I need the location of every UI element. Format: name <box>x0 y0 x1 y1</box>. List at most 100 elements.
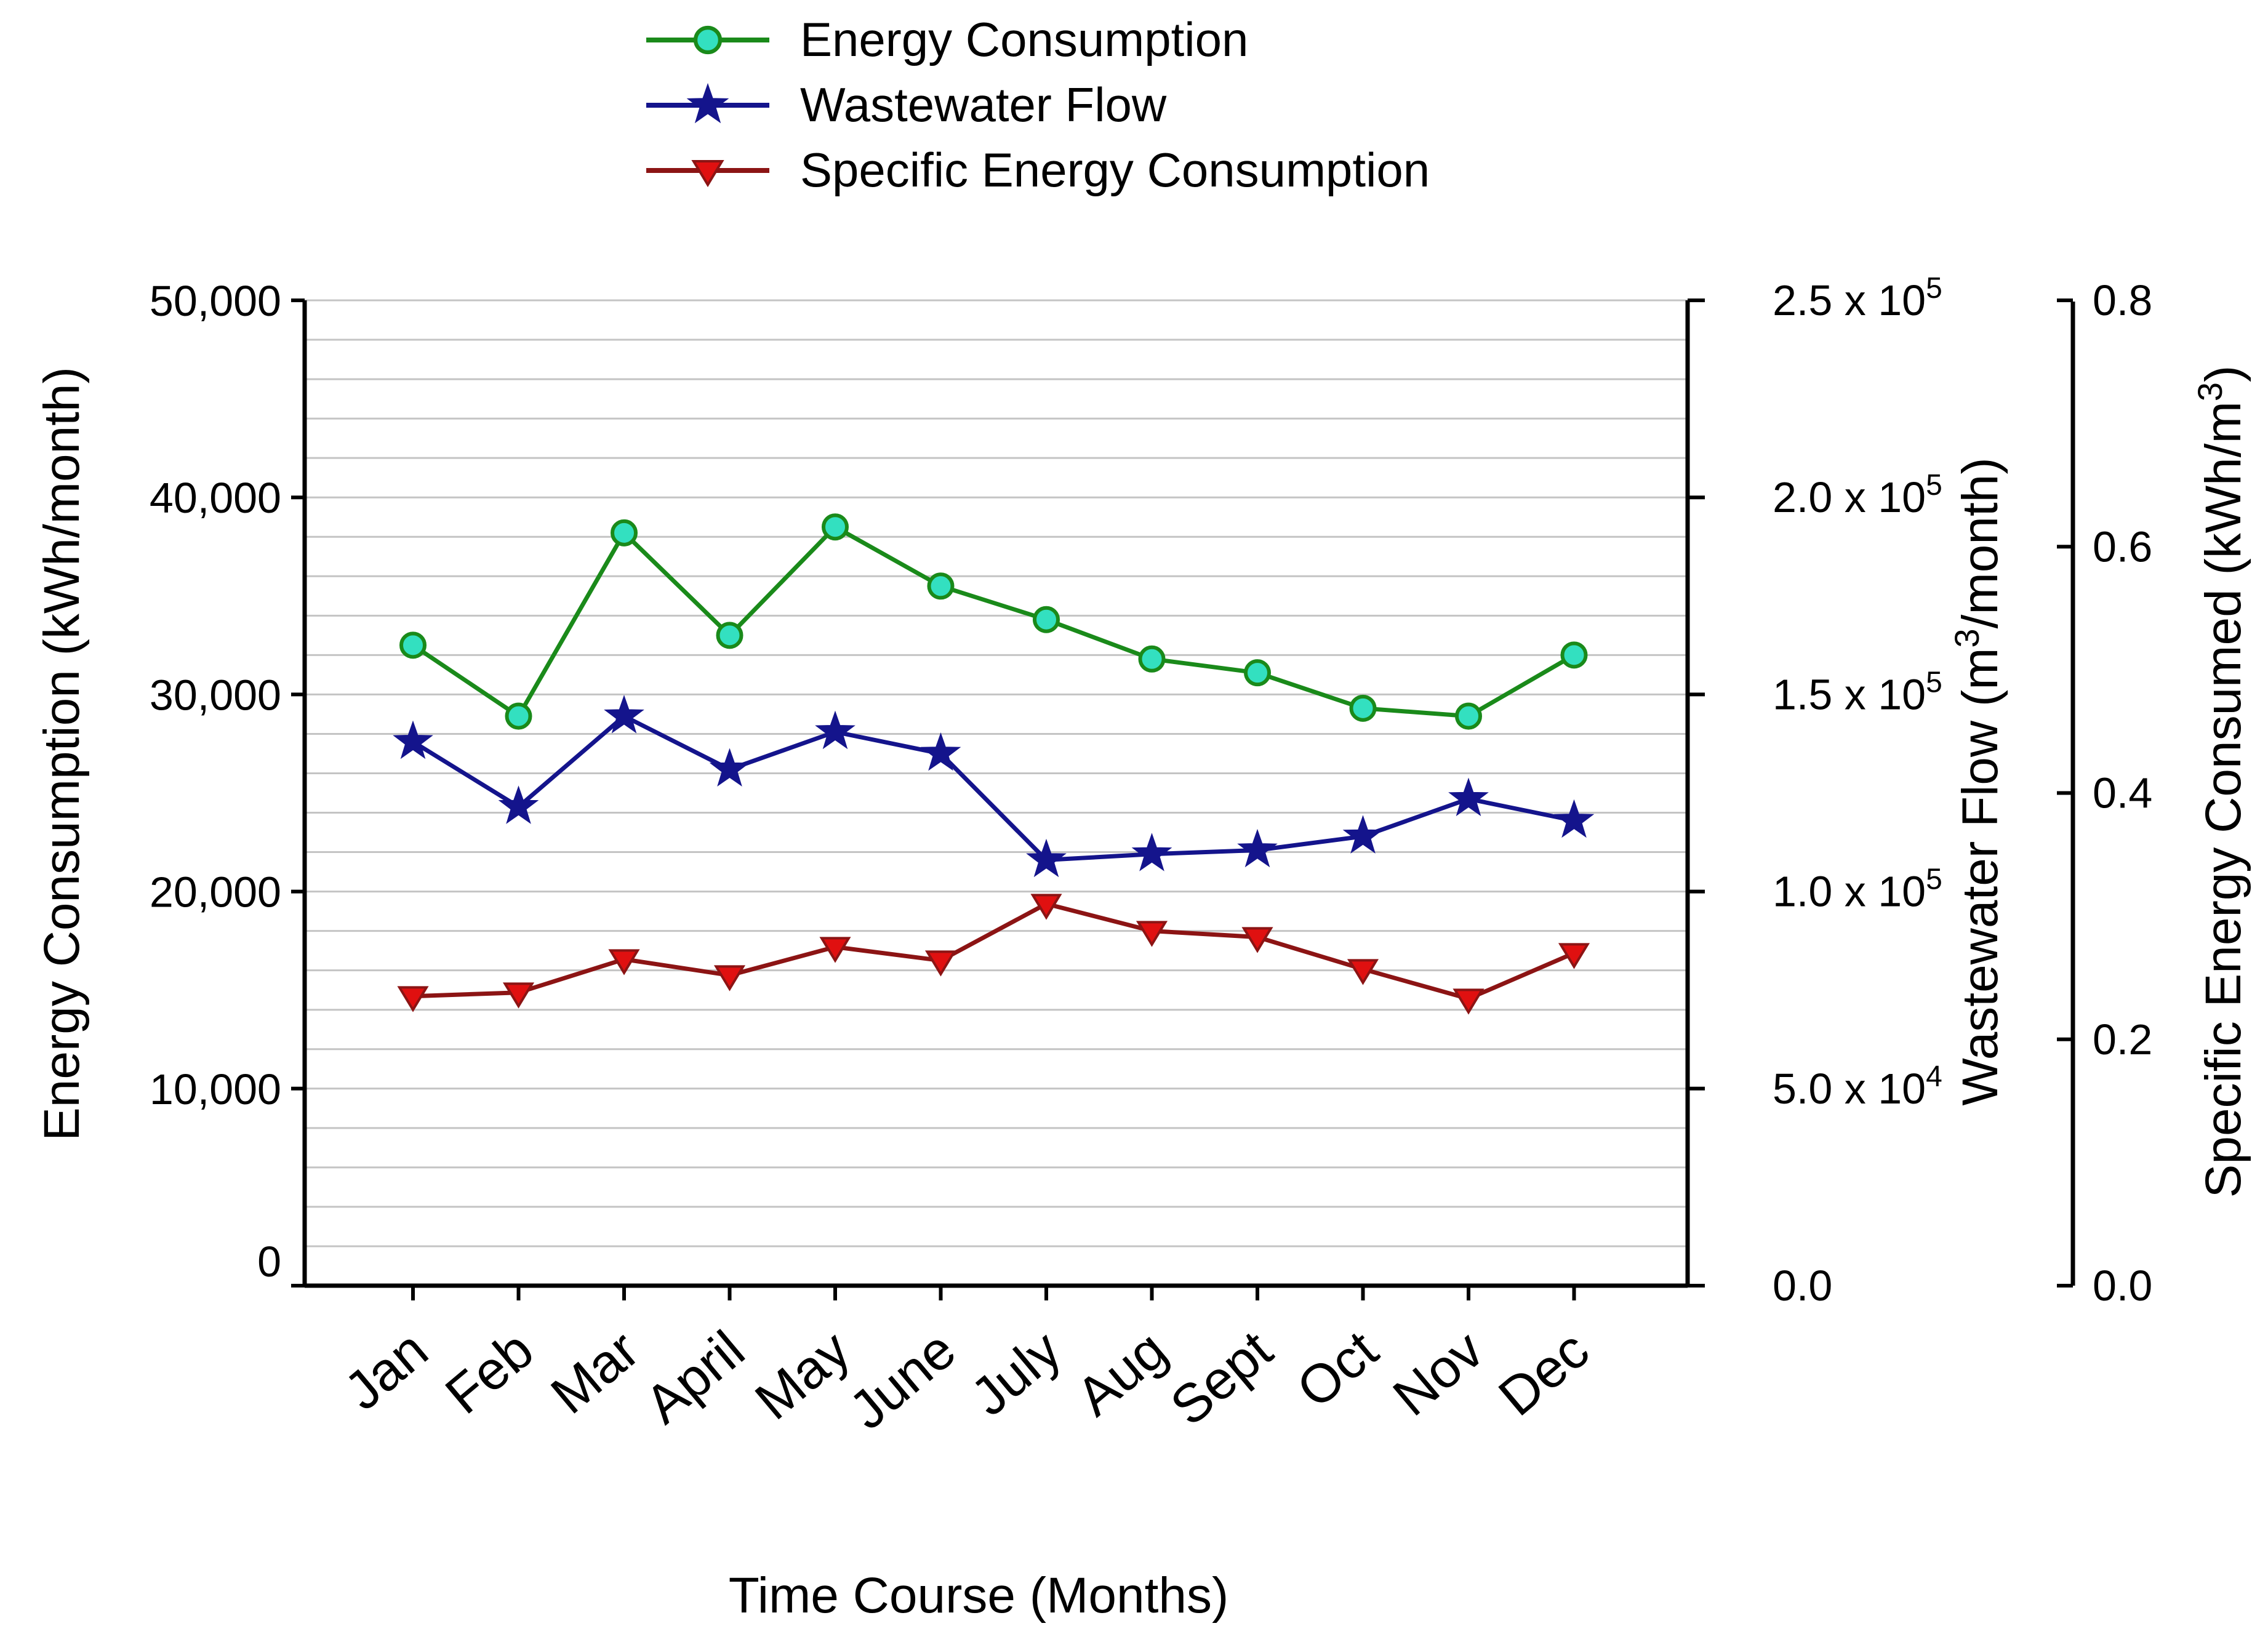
data-point <box>815 710 856 750</box>
tick-exponent: 5 <box>1926 469 1942 502</box>
series-lines <box>393 513 1595 1015</box>
data-point <box>1349 694 1377 722</box>
right-axis-tick-label: 2.0 x 105 <box>1773 469 1942 521</box>
data-point <box>713 965 746 991</box>
series-line <box>412 714 1575 862</box>
left-axis-tick-label: 50,000 <box>150 277 281 325</box>
data-point <box>1347 959 1379 985</box>
left-y-axis-title: Energy Consumption (kWh/month) <box>34 367 90 1141</box>
left-axis-tick-label: 20,000 <box>150 868 281 916</box>
data-point <box>393 720 433 759</box>
tick-mantissa: 0.0 <box>1773 1262 1832 1310</box>
far-right-axis-title-superscript: 3 <box>2190 382 2229 401</box>
far-right-axis-tick-label: 0.4 <box>2093 769 2152 817</box>
data-point <box>1455 702 1482 730</box>
x-axis-tick-label: June <box>838 1319 967 1441</box>
tick-mantissa: 1.0 x 10 <box>1773 868 1926 916</box>
far-right-axis-tick-label: 0.8 <box>2093 276 2152 324</box>
right-axis-title-main: Wastewater Flow (m <box>1952 647 2008 1105</box>
series-specific-energy-consumption <box>397 894 1590 1015</box>
tick-mantissa: 2.5 x 10 <box>1773 276 1926 324</box>
data-point <box>608 949 640 975</box>
x-axis-tick-label: Jan <box>333 1319 439 1422</box>
data-point <box>819 937 851 963</box>
right-axis-title-superscript: 3 <box>1947 628 1986 647</box>
left-axis-tick-label: 30,000 <box>150 671 281 719</box>
series-line <box>412 902 1575 1001</box>
right-axis-tick-label: 1.5 x 105 <box>1773 666 1942 718</box>
data-point <box>505 702 532 730</box>
x-axis-tick-label: Nov <box>1382 1319 1495 1427</box>
x-axis-tick-label: Sept <box>1159 1319 1283 1437</box>
x-axis-tick-label: Dec <box>1487 1319 1600 1427</box>
left-axis-tick-label: 40,000 <box>150 474 281 522</box>
legend-marker <box>691 159 724 188</box>
right-axis-tick-label: 0.0 <box>1773 1262 1832 1310</box>
right-axis-tick-label: 1.0 x 105 <box>1773 863 1942 916</box>
far-right-y-axis-title: Specific Energy Consumed (kWh/m3) <box>2190 366 2251 1198</box>
x-axis-tick-label: May <box>743 1319 861 1432</box>
right-axis-tick-label: 2.5 x 105 <box>1773 272 1942 324</box>
legend-marker <box>686 82 729 124</box>
far-right-axis-tick-label: 0.6 <box>2093 523 2152 571</box>
tick-mantissa: 2.0 x 10 <box>1773 473 1926 521</box>
left-axis-tick-label: 10,000 <box>150 1065 281 1113</box>
data-point <box>1026 838 1067 878</box>
series-energy-consumption <box>399 513 1588 730</box>
far-right-axis-title-end: ) <box>2195 366 2251 382</box>
legend: Energy Consumption Wastewater Flow Specifi… <box>646 12 1430 197</box>
data-point <box>1560 641 1588 669</box>
series-line <box>412 524 1576 719</box>
x-axis-tick-label: Mar <box>539 1319 650 1425</box>
data-point <box>1558 943 1590 969</box>
far-right-axis-tick-label: 0.2 <box>2093 1015 2152 1063</box>
far-right-axis-tick-label: 0.0 <box>2093 1262 2152 1310</box>
data-point <box>604 695 644 734</box>
x-axis-tick-label: July <box>960 1319 1073 1427</box>
gridlines <box>305 299 1688 1248</box>
x-axis-tick-label: Aug <box>1065 1319 1178 1427</box>
data-point <box>1241 927 1273 953</box>
data-point <box>920 732 961 771</box>
data-point <box>1033 606 1060 633</box>
data-point <box>1136 921 1168 947</box>
right-y-axis-title: Wastewater Flow (m3/month) <box>1947 457 2008 1105</box>
right-axis-title-end: /month) <box>1952 457 2008 628</box>
x-axis-title: Time Course (Months) <box>729 1568 1229 1624</box>
data-point <box>1448 777 1489 817</box>
data-point <box>716 622 743 649</box>
data-point <box>1453 988 1485 1015</box>
data-point <box>927 572 955 600</box>
left-axis-tick-label: 0 <box>257 1238 281 1286</box>
tick-mantissa: 5.0 x 10 <box>1773 1065 1926 1113</box>
data-point <box>498 785 539 824</box>
tick-mantissa: 1.5 x 10 <box>1773 670 1926 718</box>
x-axis-tick-label: Feb <box>434 1319 545 1425</box>
tick-exponent: 5 <box>1926 666 1942 699</box>
tick-exponent: 5 <box>1926 272 1942 305</box>
legend-label: Energy Consumption <box>800 12 1248 66</box>
legend-label: Wastewater Flow <box>800 78 1167 132</box>
x-axis-tick-label: Oct <box>1285 1319 1389 1420</box>
x-axis-tick-label: April <box>633 1319 755 1435</box>
tick-exponent: 4 <box>1926 1060 1942 1093</box>
data-point <box>1553 799 1595 838</box>
data-point <box>397 986 429 1012</box>
data-point <box>822 513 849 541</box>
data-point <box>611 519 638 547</box>
data-point <box>1138 645 1166 673</box>
tick-exponent: 5 <box>1926 863 1942 896</box>
data-point <box>1342 815 1384 854</box>
data-point <box>399 631 427 659</box>
data-point <box>924 950 957 977</box>
series-wastewater-flow <box>393 695 1595 878</box>
legend-label: Specific Energy Consumption <box>800 143 1430 197</box>
data-point <box>502 982 535 1009</box>
data-point <box>709 748 750 787</box>
legend-marker <box>693 25 723 55</box>
right-axis-tick-label: 5.0 x 104 <box>1773 1060 1942 1113</box>
data-point <box>1030 894 1062 920</box>
data-point <box>1244 659 1271 687</box>
far-right-axis-title-main: Specific Energy Consumed (kWh/m <box>2195 401 2251 1198</box>
